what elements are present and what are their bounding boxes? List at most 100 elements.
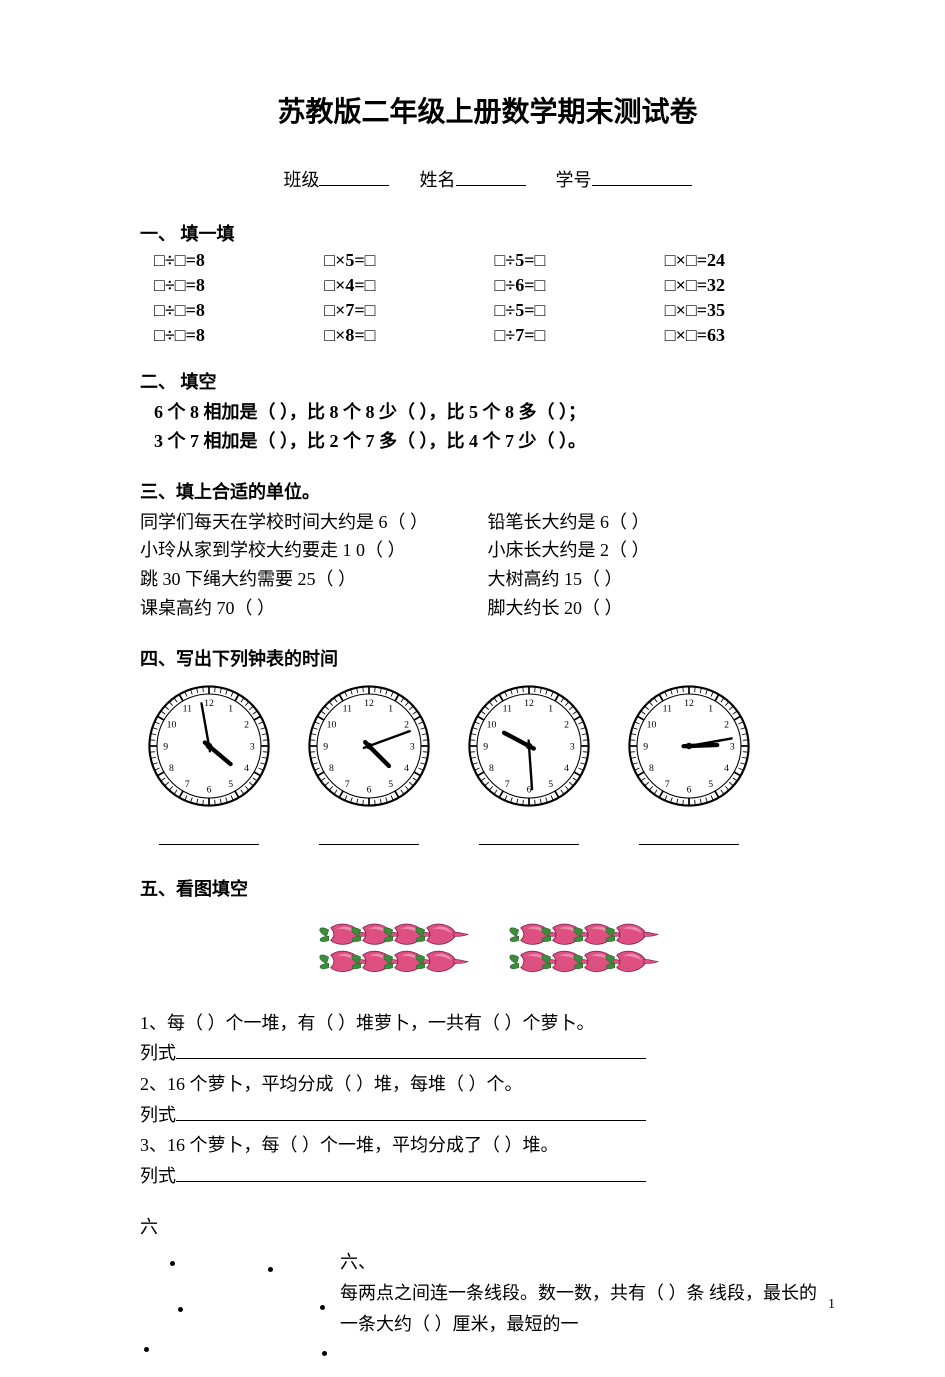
q1-grid: □÷□=8□×5=□□÷5=□□×□=24□÷□=8□×4=□□÷6=□□×□=… — [140, 250, 835, 346]
expr-blank[interactable] — [176, 1102, 646, 1121]
sec4-heading: 四、写出下列钟表的时间 — [140, 645, 835, 671]
sec5-expr3: 列式 — [140, 1161, 835, 1192]
svg-text:11: 11 — [183, 704, 193, 715]
svg-text:3: 3 — [410, 741, 415, 752]
svg-text:7: 7 — [505, 779, 510, 790]
svg-text:9: 9 — [483, 741, 488, 752]
svg-text:5: 5 — [548, 779, 553, 790]
clock: 123456789101112 — [624, 681, 754, 845]
name-blank[interactable] — [456, 167, 526, 186]
svg-text:1: 1 — [388, 704, 393, 715]
sec2-line2: 3 个 7 相加是（ ），比 2 个 7 多（ ），比 4 个 7 少（ ）。 — [154, 427, 835, 456]
svg-text:4: 4 — [404, 763, 409, 774]
q1-cell: □×□=63 — [665, 325, 835, 346]
sec6-text: 六、 每两点之间连一条线段。数一数，共有（ ）条 线段，最长的一条大约（ ）厘米… — [340, 1247, 830, 1339]
svg-text:3: 3 — [570, 741, 575, 752]
svg-text:6: 6 — [687, 784, 692, 795]
svg-text:10: 10 — [327, 719, 337, 730]
svg-text:5: 5 — [388, 779, 393, 790]
clock-answer-blank[interactable] — [159, 830, 259, 845]
class-label: 班级 — [283, 170, 319, 190]
q3-row: 小玲从家到学校大约要走 1 0（ ）小床长大约是 2（ ） — [140, 536, 835, 565]
q1-cell: □×□=24 — [665, 250, 835, 271]
svg-text:4: 4 — [564, 763, 569, 774]
radish-group — [503, 915, 663, 1000]
sec5-q1: 1、每（ ）个一堆，有（ ）堆萝卜，一共有（ ）个萝卜。 — [140, 1008, 835, 1039]
svg-text:9: 9 — [163, 741, 168, 752]
no-label: 学号 — [556, 170, 592, 190]
q1-cell: □×8=□ — [324, 325, 494, 346]
q1-cell: □÷7=□ — [495, 325, 665, 346]
sec2-heading: 二、 填空 — [140, 368, 835, 394]
clock-answer-blank[interactable] — [319, 830, 419, 845]
svg-text:1: 1 — [228, 704, 233, 715]
svg-text:8: 8 — [329, 763, 334, 774]
svg-text:12: 12 — [204, 698, 214, 709]
svg-text:10: 10 — [647, 719, 657, 730]
q3-row: 同学们每天在学校时间大约是 6（ ）铅笔长大约是 6（ ） — [140, 508, 835, 537]
svg-text:3: 3 — [250, 741, 255, 752]
q1-cell: □×7=□ — [324, 300, 494, 321]
q1-cell: □÷6=□ — [495, 275, 665, 296]
sec2-line1: 6 个 8 相加是（ ），比 8 个 8 少（ ），比 5 个 8 多（ ）； — [154, 398, 835, 427]
svg-text:10: 10 — [167, 719, 177, 730]
q1-cell: □÷□=8 — [154, 300, 324, 321]
svg-text:2: 2 — [564, 719, 569, 730]
q6-dot — [320, 1305, 325, 1310]
sec6-heading: 六、 — [340, 1247, 830, 1278]
q6-dot — [144, 1347, 149, 1352]
q3-right: 铅笔长大约是 6（ ） — [488, 508, 836, 537]
q6-dot — [178, 1307, 183, 1312]
q1-cell: □÷□=8 — [154, 250, 324, 271]
sec1-heading: 一、 填一填 — [140, 220, 835, 246]
svg-text:8: 8 — [169, 763, 174, 774]
svg-text:4: 4 — [244, 763, 249, 774]
svg-text:6: 6 — [367, 784, 372, 795]
svg-text:6: 6 — [207, 784, 212, 795]
class-blank[interactable] — [319, 167, 389, 186]
svg-text:1: 1 — [548, 704, 553, 715]
q1-cell: □÷5=□ — [495, 300, 665, 321]
svg-text:12: 12 — [364, 698, 374, 709]
q3-left: 同学们每天在学校时间大约是 6（ ） — [140, 508, 488, 537]
no-blank[interactable] — [592, 167, 692, 186]
svg-text:5: 5 — [708, 779, 713, 790]
sec5-expr2: 列式 — [140, 1100, 835, 1131]
svg-text:7: 7 — [185, 779, 190, 790]
page-number: 1 — [828, 1297, 835, 1313]
student-info-line: 班级 姓名 学号 — [140, 166, 835, 192]
sec3-body: 同学们每天在学校时间大约是 6（ ）铅笔长大约是 6（ ）小玲从家到学校大约要走… — [140, 508, 835, 623]
svg-text:11: 11 — [503, 704, 513, 715]
clock-answer-blank[interactable] — [639, 830, 739, 845]
q1-cell: □×4=□ — [324, 275, 494, 296]
q6-dot — [268, 1267, 273, 1272]
svg-text:11: 11 — [343, 704, 353, 715]
sec6-area: 六、 每两点之间连一条线段。数一数，共有（ ）条 线段，最长的一条大约（ ）厘米… — [140, 1247, 835, 1377]
svg-text:11: 11 — [663, 704, 673, 715]
radish-group — [313, 915, 473, 1000]
expr-blank[interactable] — [176, 1040, 646, 1059]
page: 苏教版二年级上册数学期末测试卷 班级 姓名 学号 一、 填一填 □÷□=8□×5… — [0, 0, 945, 1337]
q6-dot — [322, 1351, 327, 1356]
clock-answer-blank[interactable] — [479, 830, 579, 845]
sec5-expr1: 列式 — [140, 1038, 835, 1069]
svg-text:8: 8 — [489, 763, 494, 774]
clocks-row: 1234567891011121234567891011121234567891… — [140, 681, 835, 845]
sec6-label: 六 — [140, 1213, 835, 1239]
q1-cell: □×5=□ — [324, 250, 494, 271]
q3-row: 课桌高约 70（ ）脚大约长 20（ ） — [140, 594, 835, 623]
svg-text:2: 2 — [244, 719, 249, 730]
sec6-line1: 每两点之间连一条线段。数一数，共有（ ）条 — [340, 1283, 705, 1303]
svg-text:12: 12 — [524, 698, 534, 709]
q1-cell: □×□=35 — [665, 300, 835, 321]
svg-text:12: 12 — [684, 698, 694, 709]
q3-row: 跳 30 下绳大约需要 25（ ）大树高约 15（ ） — [140, 565, 835, 594]
expr-blank[interactable] — [176, 1163, 646, 1182]
svg-text:7: 7 — [665, 779, 670, 790]
svg-text:2: 2 — [724, 719, 729, 730]
q3-left: 跳 30 下绳大约需要 25（ ） — [140, 565, 488, 594]
sec5-q2: 2、16 个萝卜，平均分成（ ）堆，每堆（ ）个。 — [140, 1069, 835, 1100]
svg-text:9: 9 — [643, 741, 648, 752]
sec5-body: 1、每（ ）个一堆，有（ ）堆萝卜，一共有（ ）个萝卜。 列式 2、16 个萝卜… — [140, 1008, 835, 1192]
sec5-heading: 五、看图填空 — [140, 875, 835, 901]
